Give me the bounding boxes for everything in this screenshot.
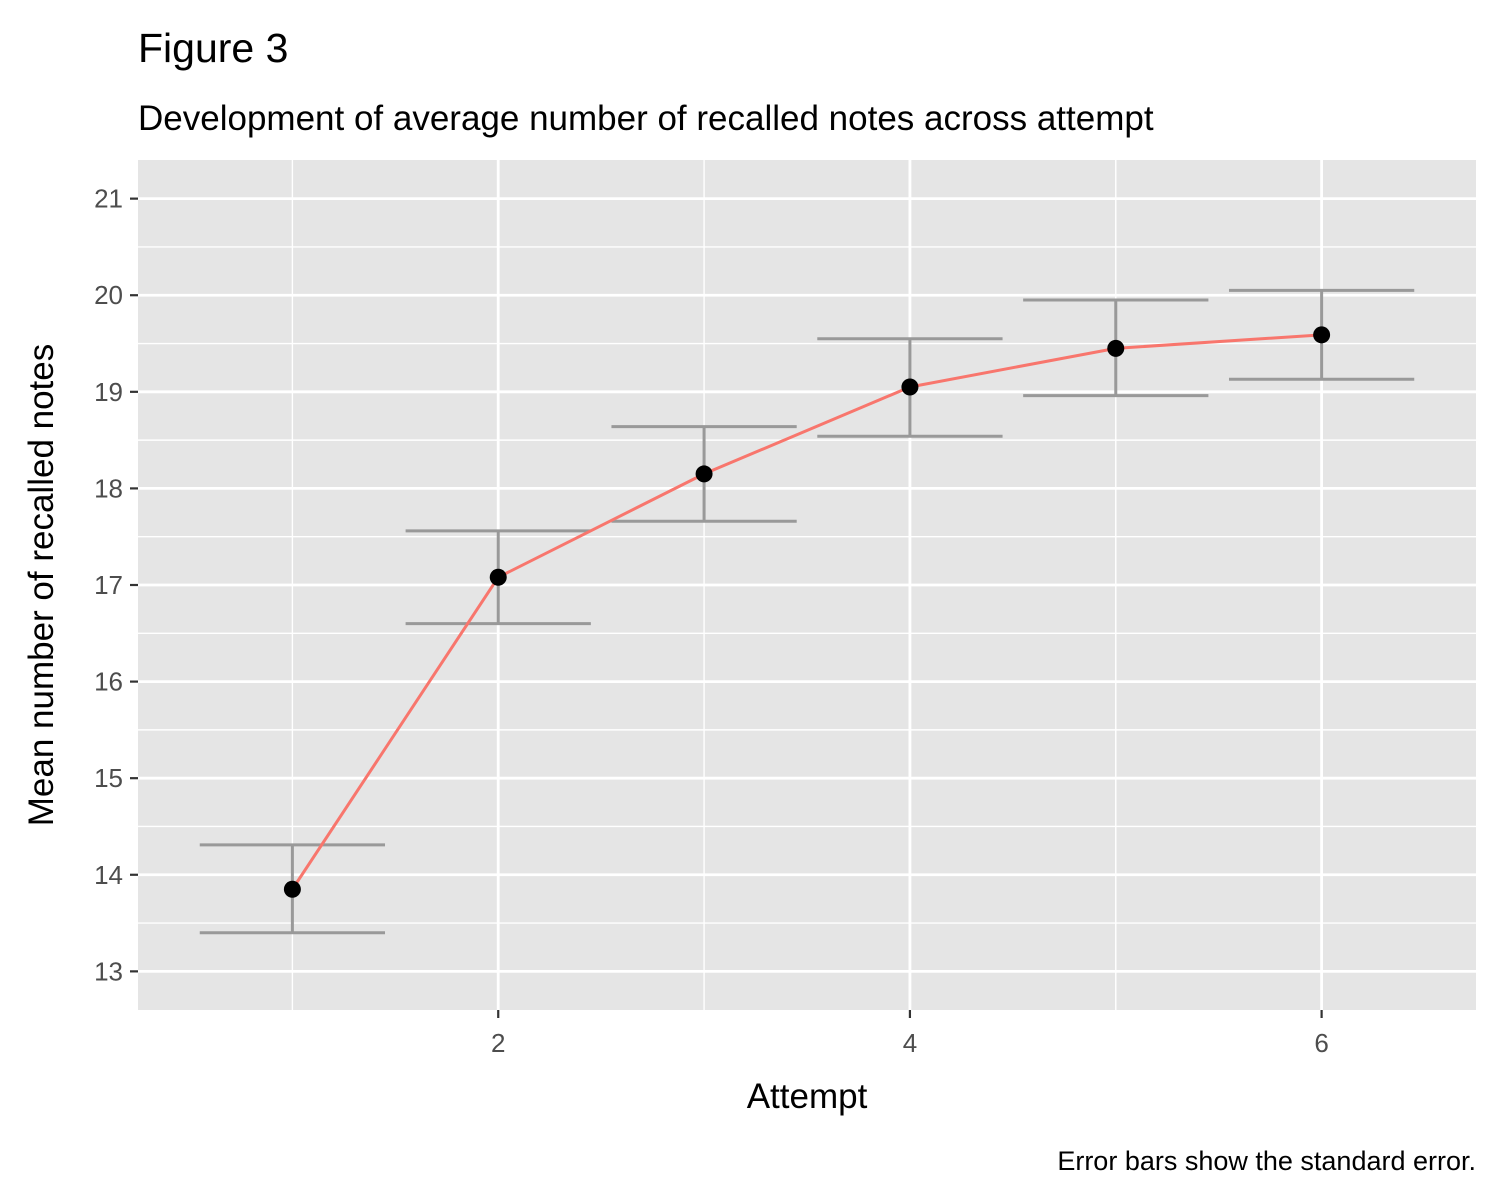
data-point [489, 568, 507, 586]
x-axis-title: Attempt [747, 1077, 868, 1116]
y-tick-label: 16 [94, 667, 123, 697]
y-axis-title: Mean number of recalled notes [22, 344, 61, 827]
y-tick-label: 17 [94, 570, 123, 600]
x-axis-tick-labels: 2 4 6 [491, 1028, 1329, 1058]
major-gridlines [138, 160, 1476, 1010]
x-tick-label: 6 [1314, 1028, 1328, 1058]
chart-subtitle: Development of average number of recalle… [138, 99, 1154, 138]
data-point [283, 880, 301, 898]
y-tick-label: 15 [94, 763, 123, 793]
data-point [1313, 326, 1331, 344]
data-point [901, 378, 919, 396]
y-tick-label: 21 [94, 184, 123, 214]
data-point [1107, 339, 1125, 357]
y-tick-label: 18 [94, 473, 123, 503]
axis-ticks [130, 197, 1323, 1018]
y-tick-label: 20 [94, 280, 123, 310]
x-tick-label: 4 [903, 1028, 917, 1058]
chart-caption: Error bars show the standard error. [1057, 1146, 1476, 1176]
y-tick-label: 13 [94, 956, 123, 986]
series-line [291, 333, 1322, 891]
chart-title: Figure 3 [138, 25, 288, 71]
x-tick-label: 2 [491, 1028, 505, 1058]
y-axis-tick-labels: 13 14 15 16 17 18 19 20 21 [94, 184, 123, 987]
series-lines [291, 333, 1322, 891]
y-tick-label: 19 [94, 377, 123, 407]
data-points [283, 326, 1331, 898]
y-tick-label: 14 [94, 860, 123, 890]
data-point [695, 465, 713, 483]
